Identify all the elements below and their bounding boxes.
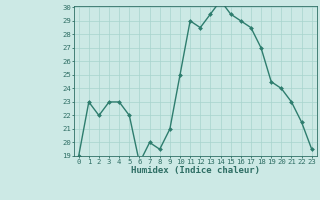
X-axis label: Humidex (Indice chaleur): Humidex (Indice chaleur) <box>131 166 260 175</box>
